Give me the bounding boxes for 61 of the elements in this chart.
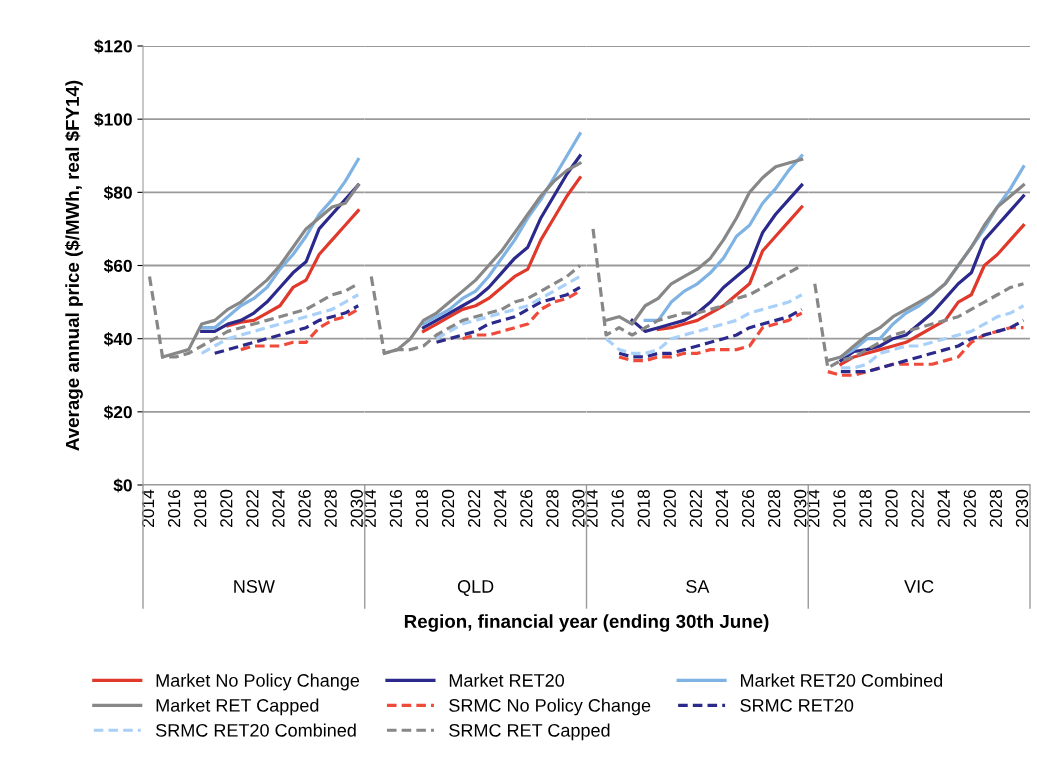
- x-tick-label: 2018: [859, 489, 872, 527]
- x-tick-label: 2030: [350, 489, 363, 527]
- x-tick-label: 2026: [741, 489, 755, 527]
- x-tick-label: 2028: [546, 489, 559, 527]
- x-tick-label: 2022: [467, 490, 481, 527]
- x-tick-label: 2028: [324, 489, 337, 527]
- x-tick-label: 2024: [937, 489, 950, 527]
- x-axis-title: NSW: [234, 580, 275, 593]
- y-tick-label: $40: [103, 332, 132, 347]
- y-tick-label: $80: [103, 185, 132, 200]
- x-tick-label: 2020: [885, 489, 898, 527]
- line-series: [213, 304, 360, 355]
- x-axis-title: QLD: [457, 580, 494, 597]
- legend-label: Market RET Capped: [156, 698, 319, 716]
- x-tick-label: 2022: [911, 490, 924, 527]
- legend-label: Market RET20 Combined: [741, 673, 943, 687]
- x-tick-label: 2016: [167, 489, 181, 527]
- x-tick-label: 2030: [794, 489, 807, 527]
- line-series: [239, 307, 360, 352]
- x-tick-label: 2016: [389, 489, 403, 527]
- x-tick-label: 2030: [1015, 489, 1029, 527]
- x-tick-label: 2018: [194, 489, 207, 527]
- line-series: [200, 293, 360, 355]
- line-series: [200, 157, 360, 330]
- legend-label: Market No Policy Change: [156, 673, 360, 691]
- x-tick-label: 2018: [637, 489, 650, 527]
- x-tick-label: 2022: [689, 490, 703, 527]
- x-tick-label: 2016: [833, 489, 846, 527]
- y-tick-label: $100: [94, 112, 132, 127]
- y-tick-label: $60: [103, 258, 132, 274]
- legend-label: Market RET20: [449, 673, 565, 687]
- x-tick-label: 2020: [441, 489, 455, 527]
- y-tick-label: $120: [94, 39, 132, 54]
- x-tick-label: 2018: [415, 489, 429, 527]
- legend-label: SRMC No Policy Change: [449, 698, 651, 716]
- y-tick-label: $0: [113, 478, 132, 493]
- x-tick-label: 2024: [494, 489, 507, 527]
- x-tick-label: 2026: [298, 489, 311, 527]
- x-tick-label: 2014: [363, 489, 376, 527]
- x-tick-label: 2016: [611, 489, 624, 527]
- x-tick-label: 2014: [807, 489, 820, 527]
- x-tick-label: 2024: [715, 489, 729, 527]
- x-axis-title: SA: [686, 580, 710, 593]
- legend-label: SRMC RET20 Combined: [155, 723, 356, 737]
- x-tick-label: 2020: [220, 489, 233, 527]
- line-series: [226, 209, 360, 328]
- x-axis-title: VIC: [904, 580, 934, 593]
- text: Region, financial year (ending 30th June): [404, 614, 769, 632]
- x-tick-label: 2026: [963, 489, 976, 527]
- x-tick-label: 2022: [246, 490, 259, 527]
- x-tick-label: 2028: [768, 489, 781, 527]
- x-tick-label: 2014: [141, 489, 155, 527]
- legend-label: SRMC RET Capped: [449, 723, 610, 741]
- x-tick-label: 2024: [272, 489, 285, 527]
- legend-label: SRMC RET20: [740, 699, 854, 712]
- y-axis-title: Average annual price ($/MWh, real $FY14): [64, 80, 83, 451]
- x-tick-label: 2030: [572, 489, 585, 527]
- x-tick-label: 2020: [663, 489, 676, 527]
- y-tick-label: $20: [103, 405, 132, 420]
- x-tick-label: 2028: [989, 489, 1003, 527]
- x-tick-label: 2026: [520, 489, 533, 527]
